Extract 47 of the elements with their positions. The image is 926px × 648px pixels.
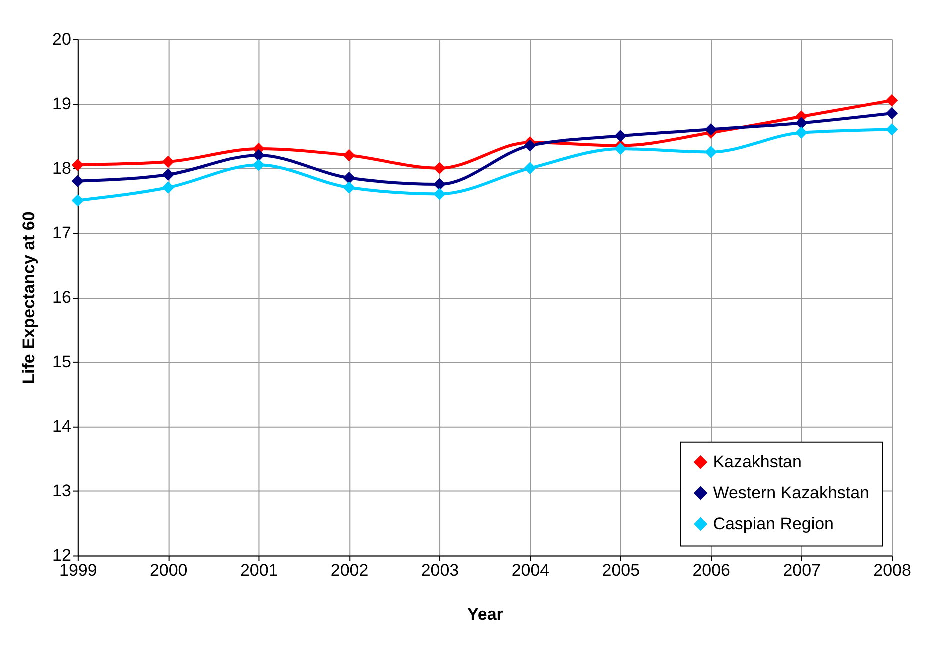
- point: [434, 188, 446, 200]
- legend-label: Caspian Region: [713, 514, 834, 534]
- x-tick-label: 2004: [512, 561, 550, 580]
- point: [705, 124, 718, 136]
- x-tick-label: 2002: [330, 561, 369, 580]
- point: [252, 159, 265, 172]
- point: [434, 178, 446, 191]
- point: [524, 162, 536, 175]
- x-tick-label: 2001: [240, 561, 278, 580]
- point: [886, 124, 898, 136]
- point: [72, 159, 84, 172]
- x-tick-label: 2005: [602, 561, 640, 580]
- point: [795, 117, 808, 130]
- x-tick-label: 2007: [783, 561, 821, 580]
- y-tick-label: 18: [52, 158, 72, 178]
- y-axis-title: Life Expectancy at 60: [20, 212, 39, 384]
- point: [434, 162, 446, 175]
- point: [343, 149, 356, 162]
- point: [72, 194, 84, 207]
- point: [614, 130, 627, 142]
- point: [614, 142, 627, 156]
- point: [886, 94, 898, 107]
- y-tick-label: 15: [52, 352, 72, 372]
- point: [162, 182, 174, 194]
- y-tick-label: 14: [52, 417, 72, 436]
- y-tick-label: 16: [52, 288, 72, 308]
- point: [343, 182, 356, 194]
- x-tick-label: 2003: [421, 561, 460, 580]
- point: [343, 172, 356, 184]
- point: [72, 175, 84, 188]
- x-tick-label: 2006: [692, 561, 730, 580]
- y-tick-label: 17: [52, 223, 72, 242]
- y-tick-label: 19: [52, 94, 72, 114]
- x-tick-label: 2008: [874, 561, 912, 580]
- y-tick-label: 13: [52, 482, 72, 501]
- point: [886, 107, 898, 120]
- legend-label: Western Kazakhstan: [713, 483, 870, 502]
- point: [162, 156, 174, 168]
- point: [795, 126, 808, 140]
- point: [705, 146, 718, 158]
- point: [524, 140, 536, 152]
- point: [162, 168, 174, 181]
- point: [252, 149, 265, 162]
- x-tick-label: 2000: [150, 561, 188, 580]
- x-axis-title: Year: [468, 605, 504, 624]
- legend-label: Kazakhstan: [713, 452, 802, 472]
- y-tick-label: 20: [52, 30, 72, 49]
